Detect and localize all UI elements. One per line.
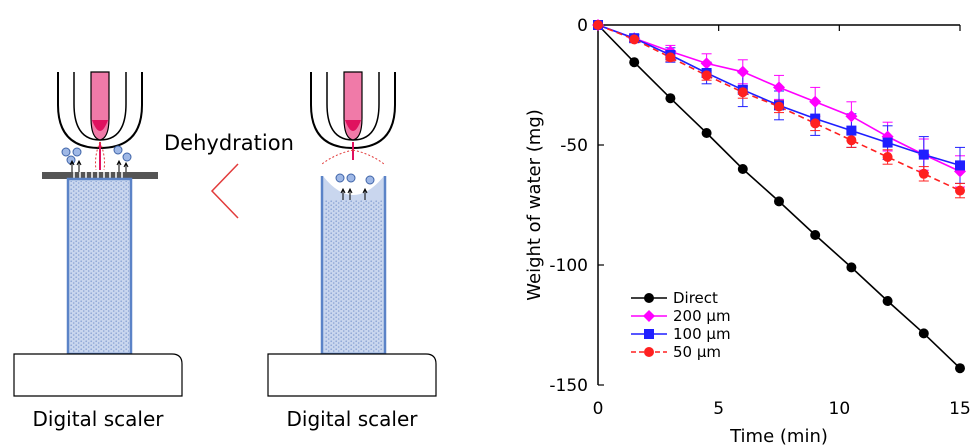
data-point — [882, 296, 893, 306]
needle-tip-left — [92, 120, 108, 131]
y-axis-title: Weight of water (mg) — [524, 109, 545, 301]
vapour-bubble — [61, 147, 71, 157]
schematic-left-setup: Digital scaler — [13, 71, 183, 431]
scale-base-right — [267, 353, 437, 397]
perforated-plate — [42, 172, 158, 179]
x-tick-label: 5 — [713, 399, 724, 419]
vapour-bubble — [72, 147, 82, 157]
y-tick-label: -50 — [560, 136, 588, 156]
y-tick-label: 0 — [577, 16, 588, 36]
vapour-bubble — [122, 152, 132, 162]
data-point — [918, 328, 929, 339]
vapour-arrow — [340, 187, 346, 200]
water-texture-right — [325, 200, 382, 352]
data-point — [665, 52, 676, 63]
data-point — [882, 137, 893, 148]
x-tick-label: 10 — [829, 399, 851, 419]
data-point — [809, 95, 822, 108]
data-point — [593, 20, 603, 30]
axis-ticks: 0 5 10 15 0 -50 -100 -150 — [549, 16, 970, 419]
vapour-bubble — [365, 175, 375, 185]
vapour-arrow — [76, 159, 82, 172]
vapour-bubble — [346, 173, 356, 183]
needle-spray-right-a — [321, 149, 354, 165]
data-point — [810, 118, 821, 129]
y-tick-label: -100 — [549, 256, 588, 276]
data-point — [845, 110, 858, 123]
data-point — [846, 135, 857, 146]
legend-marker — [644, 329, 654, 339]
legend-label: 100 µm — [673, 325, 731, 343]
series-markers — [592, 19, 966, 374]
needle-tip-right — [345, 120, 361, 131]
data-point — [918, 168, 929, 179]
chart: Weight of water (mg) Time (min) 0 5 10 150-… — [524, 16, 971, 447]
series-line — [597, 24, 961, 192]
x-tick-label: 0 — [593, 399, 604, 419]
data-point — [774, 101, 784, 112]
data-point — [846, 125, 857, 136]
legend-label: 200 µm — [673, 307, 731, 325]
legend-label: 50 µm — [673, 343, 721, 361]
vapour-arrow — [116, 159, 122, 172]
legend-label: Direct — [673, 289, 718, 307]
legend-marker — [644, 347, 654, 357]
x-tick-label: 15 — [949, 399, 971, 419]
comparison-sign — [210, 163, 239, 219]
needle-spray-right-b — [352, 149, 385, 165]
vapour-arrow — [362, 187, 368, 200]
data-point — [737, 87, 748, 98]
data-point — [774, 196, 784, 207]
x-axis-title: Time (min) — [729, 426, 828, 447]
water-texture-left — [70, 181, 129, 352]
data-point — [736, 65, 749, 78]
data-point — [882, 152, 893, 162]
data-point — [955, 160, 965, 171]
data-point — [665, 93, 676, 104]
scaler-label-right: Digital scaler — [287, 407, 419, 431]
vapour-arrow — [123, 161, 129, 172]
vapour-bubble — [113, 145, 123, 155]
data-point — [846, 262, 857, 273]
data-point — [700, 57, 713, 70]
data-point — [955, 185, 965, 196]
data-point — [629, 34, 640, 45]
data-point — [955, 363, 965, 374]
data-point — [918, 149, 929, 160]
vapour-bubble — [335, 173, 345, 183]
data-point — [701, 70, 712, 81]
y-tick-label: -150 — [549, 376, 588, 396]
data-point — [810, 230, 821, 240]
legend-marker — [644, 293, 654, 303]
data-point — [773, 81, 785, 94]
scaler-label-left: Digital scaler — [33, 407, 165, 431]
vapour-arrow — [69, 159, 75, 172]
scale-base-left — [13, 353, 183, 397]
legend-marker — [643, 310, 655, 322]
vapour-arrow — [347, 187, 353, 200]
schematic-right-setup: Digital scaler — [267, 71, 437, 431]
data-point — [737, 164, 748, 174]
data-point — [701, 128, 712, 138]
data-point — [629, 57, 640, 68]
dehydration-label: Dehydration — [164, 131, 294, 155]
